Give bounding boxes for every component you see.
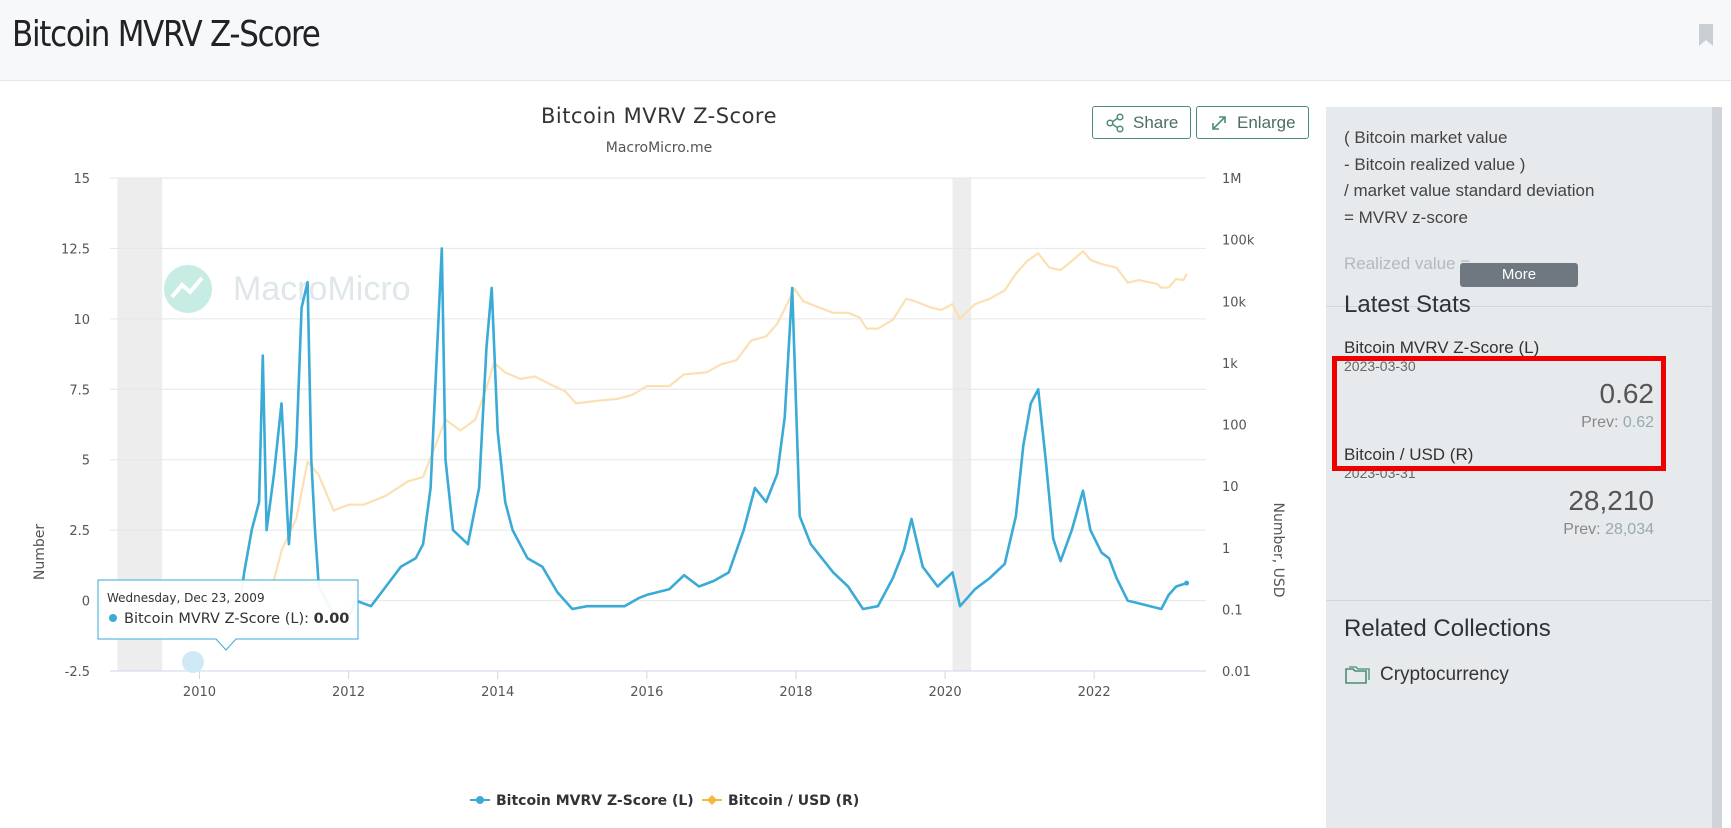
divider bbox=[1326, 600, 1711, 601]
y-right-tick-label: 100 bbox=[1222, 419, 1247, 434]
y-left-tick-label: 15 bbox=[73, 172, 90, 187]
chart-tooltip: Wednesday, Dec 23, 2009 Bitcoin MVRV Z-S… bbox=[97, 579, 359, 673]
legend-marker bbox=[476, 796, 484, 804]
stat-prev: Prev: 0.62 bbox=[1581, 414, 1654, 432]
shaded-period bbox=[952, 178, 972, 671]
watermark: MacroMicro bbox=[164, 265, 411, 313]
chart-subtitle: MacroMicro.me bbox=[606, 140, 713, 156]
y-left-tick-label: 12.5 bbox=[61, 242, 90, 257]
enlarge-label: Enlarge bbox=[1237, 112, 1296, 132]
y-left-tick-label: 5 bbox=[82, 454, 90, 469]
tooltip-series-dot bbox=[109, 614, 117, 622]
tooltip-date: Wednesday, Dec 23, 2009 bbox=[107, 591, 265, 605]
stat-date: 2023-03-31 bbox=[1344, 465, 1416, 481]
stat-prev-value: 28,034 bbox=[1605, 521, 1654, 538]
tooltip-series: Bitcoin MVRV Z-Score (L) bbox=[124, 611, 304, 627]
zscore-last-point bbox=[1184, 580, 1190, 586]
y-right-tick-label: 1 bbox=[1222, 542, 1230, 557]
description-faded-line: Realized value = bbox=[1344, 254, 1471, 273]
chart-area: MacroMicro 15 12.5 10 7.5 5 2.5 0 -2.5 1M 100k 10k… bbox=[0, 85, 1320, 828]
y-right-tick-label: 0.1 bbox=[1222, 603, 1243, 618]
x-tick-label: 2012 bbox=[332, 685, 365, 700]
y-axis-right-label: Number, USD bbox=[1270, 502, 1286, 597]
watermark-text: MacroMicro bbox=[233, 270, 411, 308]
x-tick-label: 2014 bbox=[481, 685, 514, 700]
description-line: / market value standard deviation bbox=[1344, 181, 1595, 200]
description-line: - Bitcoin realized value ) bbox=[1344, 154, 1526, 174]
sidebar-scrollbar[interactable] bbox=[1712, 107, 1722, 828]
stat-prev-label: Prev: bbox=[1563, 521, 1601, 538]
stat-date: 2023-03-30 bbox=[1344, 358, 1416, 374]
y-right-tick-label: 100k bbox=[1222, 234, 1255, 249]
y-axis-left-label: Number bbox=[32, 524, 48, 580]
zscore-series bbox=[124, 247, 1190, 625]
stat-btc-price: Bitcoin / USD (R) 2023-03-31 28,210 Prev… bbox=[1344, 445, 1654, 540]
enlarge-button[interactable]: Enlarge bbox=[1196, 106, 1309, 139]
expand-icon bbox=[1212, 115, 1226, 130]
share-label: Share bbox=[1133, 112, 1179, 132]
stat-value: 0.62 bbox=[1599, 378, 1655, 409]
btc-price-series bbox=[240, 250, 1188, 625]
stat-zscore: Bitcoin MVRV Z-Score (L) 2023-03-30 0.62… bbox=[1344, 338, 1654, 433]
y-right-tick-label: 1M bbox=[1222, 172, 1242, 187]
stat-name: Bitcoin MVRV Z-Score (L) bbox=[1344, 338, 1540, 357]
chart-legend: Bitcoin MVRV Z-Score (L) Bitcoin / USD (R… bbox=[470, 793, 859, 809]
stat-prev-value: 0.62 bbox=[1622, 414, 1654, 431]
x-tick-label: 2018 bbox=[779, 685, 812, 700]
y-left-tick-label: 7.5 bbox=[69, 383, 90, 398]
legend-label: Bitcoin / USD (R) bbox=[728, 793, 859, 809]
legend-label: Bitcoin MVRV Z-Score (L) bbox=[496, 793, 694, 809]
share-button[interactable]: Share bbox=[1092, 106, 1192, 139]
more-button[interactable]: More bbox=[1460, 263, 1578, 287]
y-right-tick-label: 10 bbox=[1222, 480, 1239, 495]
divider bbox=[1326, 306, 1711, 307]
collection-label: Cryptocurrency bbox=[1380, 664, 1509, 685]
stat-name: Bitcoin / USD (R) bbox=[1344, 445, 1474, 464]
y-left-tick-label: 10 bbox=[73, 313, 90, 328]
stat-value: 28,210 bbox=[1568, 485, 1654, 516]
related-collections-title: Related Collections bbox=[1344, 615, 1551, 642]
hover-marker bbox=[182, 651, 204, 673]
stat-prev: Prev: 28,034 bbox=[1563, 521, 1654, 539]
y-left-tick-label: 0 bbox=[82, 595, 90, 610]
folder-icon bbox=[1345, 666, 1370, 684]
description-line: = MVRV z-score bbox=[1344, 207, 1468, 227]
y-left-tick-label: 2.5 bbox=[69, 524, 90, 539]
share-icon bbox=[1106, 112, 1124, 133]
svg-text:Bitcoin MVRV Z-Score (L): 0.00: Bitcoin MVRV Z-Score (L): 0.00 bbox=[124, 611, 349, 627]
legend-marker bbox=[707, 795, 717, 805]
x-tick-label: 2020 bbox=[929, 685, 962, 700]
x-tick-label: 2016 bbox=[630, 685, 663, 700]
collection-cryptocurrency[interactable]: Cryptocurrency bbox=[1344, 664, 1509, 686]
latest-stats-title: Latest Stats bbox=[1344, 291, 1471, 318]
y-left-tick-label: -2.5 bbox=[65, 665, 90, 680]
page-title: Bitcoin MVRV Z-Score bbox=[12, 14, 321, 55]
stat-prev-label: Prev: bbox=[1581, 414, 1619, 431]
page-header: Bitcoin MVRV Z-Score bbox=[0, 0, 1731, 81]
y-right-tick-label: 0.01 bbox=[1222, 665, 1251, 680]
y-right-tick-label: 1k bbox=[1222, 357, 1238, 372]
x-tick-label: 2022 bbox=[1078, 685, 1111, 700]
bookmark-icon[interactable] bbox=[1699, 24, 1713, 46]
indicator-description: ( Bitcoin market value - Bitcoin realize… bbox=[1344, 125, 1594, 278]
sidebar: ( Bitcoin market value - Bitcoin realize… bbox=[1326, 107, 1721, 828]
x-tick-label: 2010 bbox=[183, 685, 216, 700]
y-right-tick-label: 10k bbox=[1222, 295, 1247, 310]
chart-title: Bitcoin MVRV Z-Score bbox=[541, 104, 777, 128]
description-line: ( Bitcoin market value bbox=[1344, 128, 1508, 147]
btc-price-line bbox=[240, 250, 1188, 625]
chart-svg: MacroMicro 15 12.5 10 7.5 5 2.5 0 -2.5 1M 100k 10k… bbox=[32, 104, 1286, 809]
zscore-line bbox=[124, 247, 1188, 625]
tooltip-value: 0.00 bbox=[314, 611, 350, 627]
